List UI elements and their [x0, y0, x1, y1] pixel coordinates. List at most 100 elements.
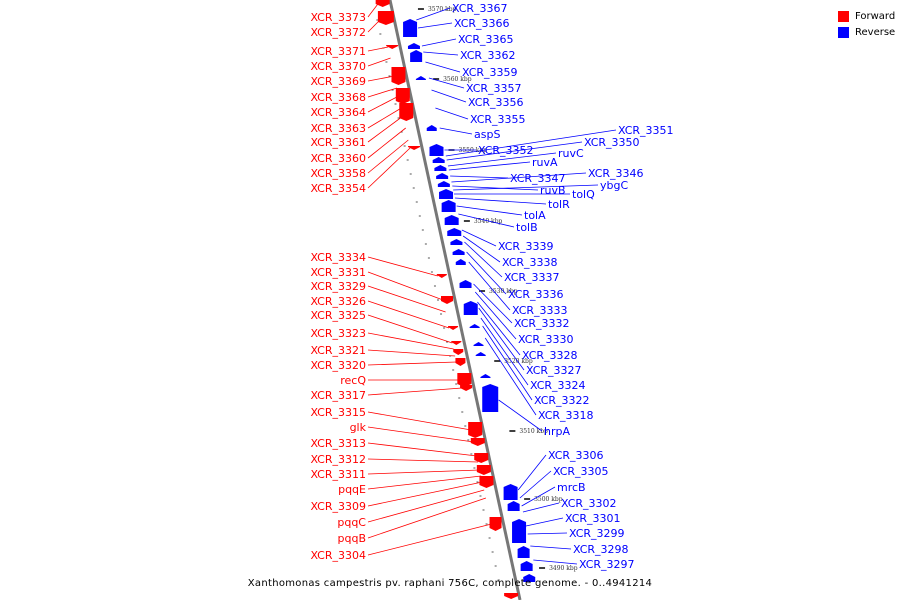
forward-leader-line — [367, 147, 411, 189]
forward-leader-line — [367, 387, 463, 396]
forward-gene — [489, 517, 502, 531]
reverse-gene — [429, 144, 444, 156]
reverse-gene-label: XCR_3346 — [588, 167, 644, 180]
forward-gene-label: XCR_3370 — [310, 60, 366, 73]
legend-reverse: Reverse — [838, 24, 895, 40]
forward-gene-label: XCR_3326 — [310, 295, 366, 308]
forward-leader-line — [367, 256, 438, 277]
reverse-leader-line — [466, 251, 507, 295]
reverse-gene — [475, 352, 486, 356]
reverse-swatch — [838, 26, 849, 38]
reverse-gene — [444, 215, 459, 225]
reverse-leader-line — [448, 161, 531, 171]
forward-gene — [453, 349, 464, 355]
reverse-gene — [523, 574, 536, 582]
reverse-leader-line — [423, 51, 459, 56]
reverse-gene — [415, 76, 426, 80]
reverse-gene-label: XCR_3339 — [498, 240, 554, 253]
forward-gene — [399, 103, 414, 121]
forward-gene-label: XCR_3311 — [310, 468, 366, 481]
reverse-gene — [441, 200, 456, 212]
reverse-leader-line — [461, 229, 497, 247]
reverse-gene — [520, 561, 533, 571]
reverse-leader-line — [439, 127, 473, 135]
forward-leader-line — [367, 17, 383, 33]
reverse-gene-label: XCR_3362 — [460, 49, 516, 62]
forward-gene-label: XCR_3354 — [310, 182, 366, 195]
reverse-gene-label: XCR_3338 — [502, 256, 558, 269]
forward-gene-label: XCR_3323 — [310, 327, 366, 340]
reverse-gene — [452, 249, 465, 255]
forward-gene — [451, 341, 462, 345]
reverse-gene-label: XCR_3299 — [569, 527, 625, 540]
forward-gene-label: XCR_3321 — [310, 344, 366, 357]
forward-leader-line — [367, 75, 395, 82]
forward-gene-label: pqqC — [337, 516, 366, 529]
forward-leader-line — [367, 2, 379, 18]
forward-leader-line — [367, 95, 399, 113]
reverse-leader-line — [477, 301, 521, 356]
reverse-gene — [480, 374, 491, 378]
forward-gene-label: XCR_3369 — [310, 75, 366, 88]
reverse-gene — [407, 43, 420, 49]
reverse-gene-label: XCR_3301 — [565, 512, 621, 525]
forward-gene-label: XCR_3331 — [310, 266, 366, 279]
reverse-leader-line — [474, 291, 517, 340]
reverse-leader-line — [527, 532, 568, 535]
reverse-gene-label: XCR_3298 — [573, 543, 629, 556]
reverse-gene — [473, 342, 484, 346]
forward-leader-line — [367, 314, 453, 344]
reverse-leader-line — [435, 107, 469, 120]
forward-gene — [457, 373, 472, 387]
legend-reverse-label: Reverse — [855, 26, 896, 38]
forward-leader-line — [367, 361, 457, 366]
reverse-gene — [455, 259, 466, 265]
forward-gene — [436, 274, 447, 278]
forward-leader-line — [367, 481, 483, 507]
scale-tick-label: 3540 kbp — [474, 218, 503, 225]
forward-gene-label: XCR_3368 — [310, 91, 366, 104]
legend-forward: Forward — [838, 8, 895, 24]
forward-gene-label: XCR_3371 — [310, 45, 366, 58]
reverse-leader-line — [445, 129, 617, 157]
reverse-gene-label: XCR_3306 — [548, 449, 604, 462]
reverse-leader-line — [473, 283, 513, 324]
reverse-gene-label: ruvA — [532, 156, 558, 169]
reverse-leader-line — [522, 502, 560, 513]
reverse-gene-label: XCR_3351 — [618, 124, 674, 137]
forward-leader-line — [367, 489, 485, 523]
reverse-leader-line — [525, 517, 564, 527]
reverse-leader-line — [484, 337, 537, 416]
forward-gene-label: glk — [350, 421, 367, 434]
forward-leader-line — [367, 285, 446, 313]
reverse-gene-label: tolR — [548, 198, 570, 211]
legend-forward-label: Forward — [855, 10, 896, 22]
reverse-leader-line — [450, 175, 509, 179]
forward-leader-line — [367, 497, 487, 539]
legend: Forward Reverse — [838, 8, 895, 40]
forward-gene — [460, 385, 473, 391]
reverse-gene-label: XCR_3302 — [561, 497, 617, 510]
forward-gene-label: XCR_3363 — [310, 122, 366, 135]
forward-leader-line — [367, 46, 389, 52]
forward-gene-label: XCR_3360 — [310, 152, 366, 165]
forward-leader-line — [367, 57, 391, 67]
reverse-gene — [410, 50, 423, 62]
scale-tick-label: 3570 kbp — [428, 6, 457, 13]
reverse-gene — [432, 157, 445, 163]
reverse-leader-line — [447, 152, 557, 167]
reverse-leader-line — [462, 235, 501, 263]
forward-leader-line — [367, 87, 398, 98]
forward-gene-label: XCR_3312 — [310, 453, 366, 466]
reverse-leader-line — [452, 185, 539, 191]
forward-gene-label: XCR_3320 — [310, 359, 366, 372]
reverse-leader-line — [478, 307, 525, 371]
reverse-gene — [436, 173, 449, 179]
reverse-gene-label: XCR_3359 — [462, 66, 518, 79]
reverse-gene-label: XCR_3327 — [526, 364, 582, 377]
forward-leader-line — [367, 426, 474, 443]
reverse-gene-label: XCR_3318 — [538, 409, 594, 422]
reverse-gene — [426, 125, 437, 131]
forward-gene — [476, 465, 491, 475]
